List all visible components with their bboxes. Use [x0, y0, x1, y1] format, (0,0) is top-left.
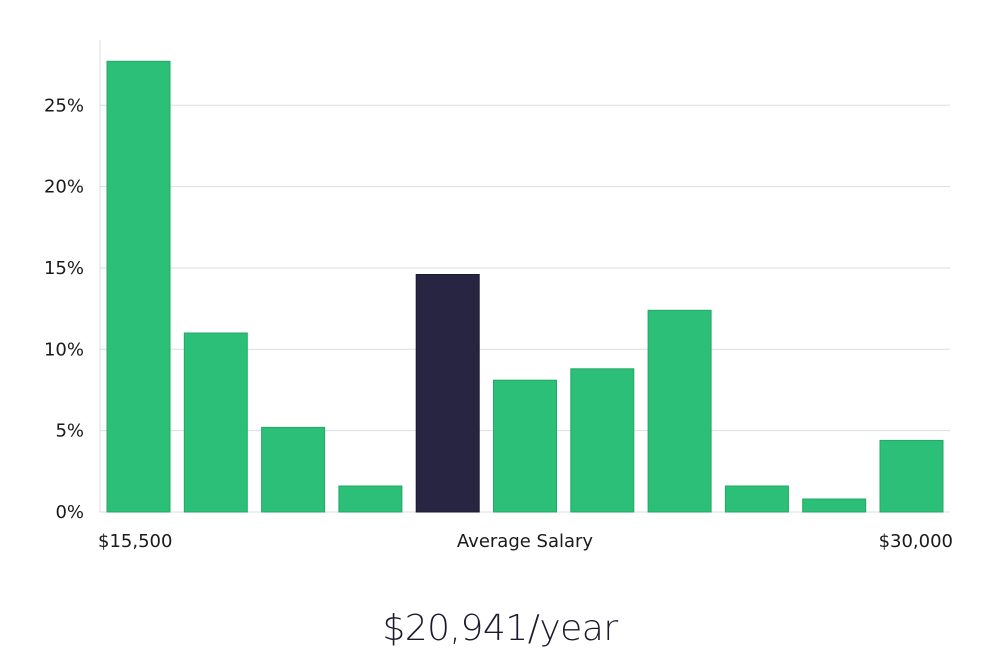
bar: [879, 439, 944, 513]
x-label-center: Average Salary: [457, 531, 594, 552]
bar: [802, 498, 867, 513]
y-tick-label: 15%: [44, 258, 84, 279]
bar: [647, 309, 712, 513]
bar-average-salary: [415, 274, 480, 513]
x-label-min: $15,500: [98, 531, 172, 552]
bar: [570, 368, 635, 513]
bar: [183, 332, 248, 513]
bars: [106, 60, 944, 513]
y-tick-label: 25%: [44, 95, 84, 116]
y-tick-label: 20%: [44, 177, 84, 198]
bar: [724, 485, 789, 513]
bar: [106, 60, 171, 513]
x-label-max: $30,000: [879, 531, 953, 552]
y-tick-label: 0%: [55, 502, 84, 523]
y-tick-label: 10%: [44, 339, 84, 360]
bar: [338, 485, 403, 513]
bar: [261, 426, 326, 513]
bar: [493, 379, 557, 513]
y-tick-labels: 0% 5% 10% 15% 20% 25%: [44, 95, 84, 523]
y-tick-label: 5%: [55, 421, 84, 442]
average-salary-value: $20,941/year: [382, 608, 618, 649]
